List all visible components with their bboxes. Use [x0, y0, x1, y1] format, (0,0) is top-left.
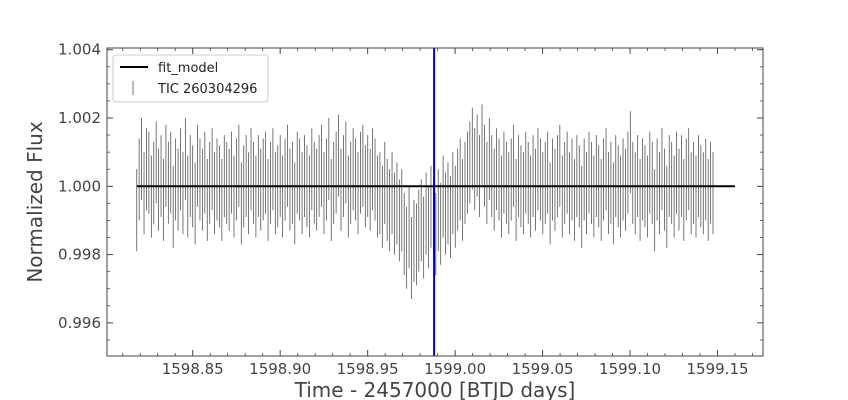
x-axis-label: Time - 2457000 [BTJD days]: [294, 378, 576, 400]
x-tick-label: 1598.90: [249, 360, 311, 378]
legend: fit_model TIC 260304296: [112, 54, 269, 103]
y-axis-ticks: 0.996 0.998 1.000 1.002 1.004: [58, 41, 763, 341]
legend-box: [112, 54, 269, 103]
x-tick-label: 1599.15: [687, 360, 749, 378]
legend-fit-model-label: fit_model: [158, 61, 218, 76]
y-axis-label: Normalized Flux: [23, 121, 47, 283]
y-tick-label: 1.002: [58, 109, 101, 127]
x-tick-label: 1598.95: [337, 360, 399, 378]
errorbar-series: [136, 104, 714, 299]
y-tick-label: 0.998: [58, 246, 101, 264]
plot-frame: [106, 47, 764, 357]
legend-tic-label: TIC 260304296: [157, 82, 257, 97]
y-tick-label: 1.000: [58, 177, 101, 195]
x-tick-label: 1599.10: [599, 360, 661, 378]
x-tick-label: 1599.00: [424, 360, 486, 378]
x-axis-ticks: 1598.85 1598.90 1598.95 1599.00 1599.05 1599.…: [122, 48, 753, 378]
x-tick-label: 1599.05: [512, 360, 574, 378]
x-tick-label: 1598.85: [162, 360, 224, 378]
y-tick-label: 0.996: [58, 314, 101, 332]
y-tick-label: 1.004: [58, 41, 101, 59]
